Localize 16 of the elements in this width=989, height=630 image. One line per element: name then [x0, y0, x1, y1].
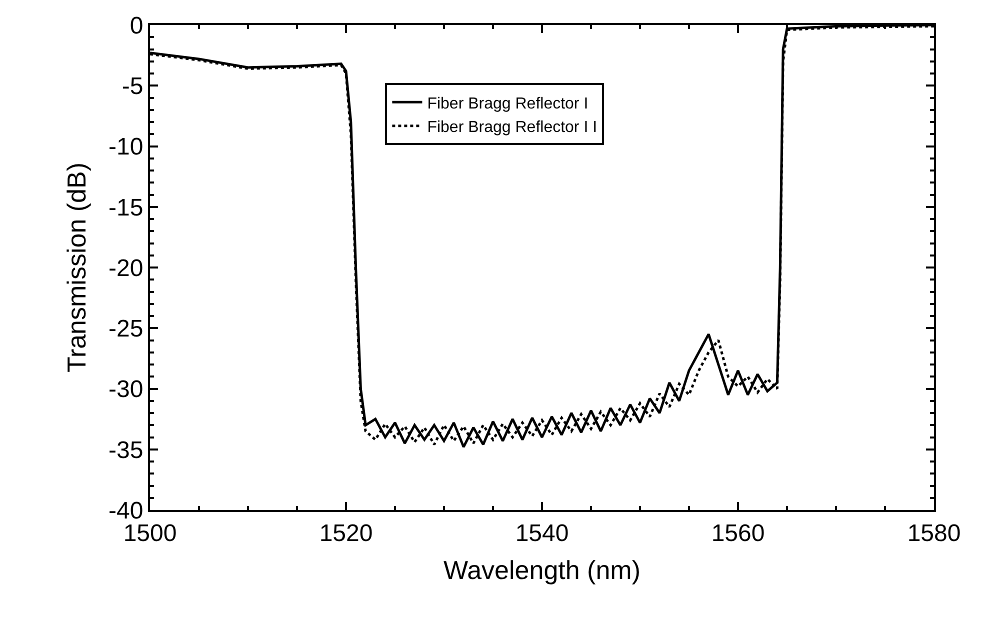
y-tick-label: 0	[130, 12, 144, 40]
x-tick-label: 1520	[319, 520, 373, 547]
x-tick-label: 1540	[515, 520, 569, 547]
y-tick-label: -5	[122, 73, 144, 100]
x-tick-label: 1580	[907, 520, 961, 547]
y-tick-label: -30	[108, 376, 144, 404]
y-tick-label: -15	[108, 194, 144, 222]
x-axis-title: Wavelength (nm)	[444, 555, 640, 585]
y-axis-title: Transmission (dB)	[61, 162, 92, 372]
legend-label: Fiber Bragg Reflector I I	[427, 119, 598, 136]
y-tick-label: -10	[108, 134, 144, 161]
y-tick-label: -35	[108, 436, 144, 464]
y-tick-label: -20	[108, 254, 144, 282]
legend-label: Fiber Bragg Reflector I	[427, 95, 588, 112]
x-tick-label: 1560	[711, 520, 765, 547]
y-tick-label: -25	[108, 316, 144, 343]
